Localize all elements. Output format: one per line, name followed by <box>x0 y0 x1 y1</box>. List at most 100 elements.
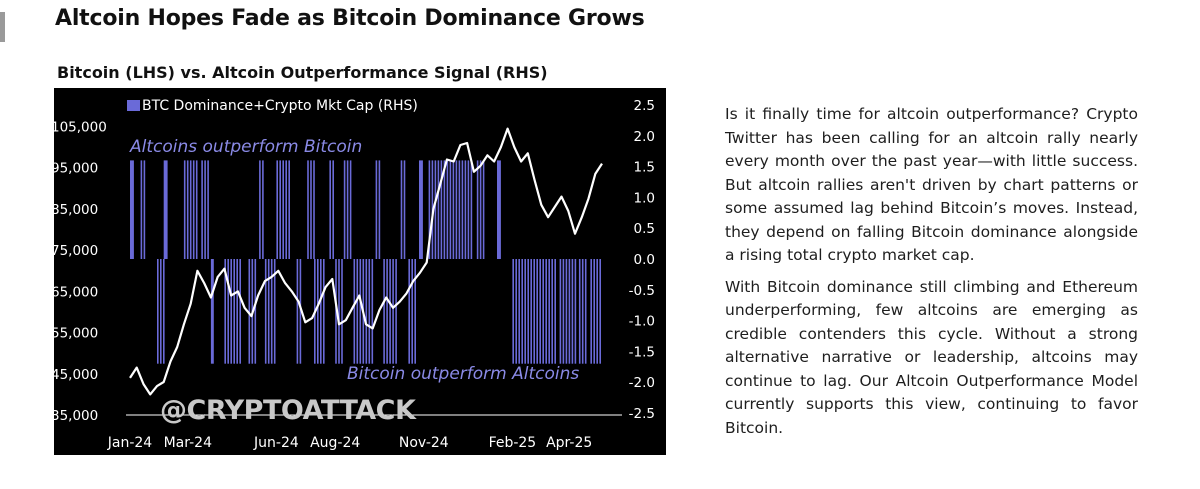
signal-bar <box>458 160 461 259</box>
signal-bar <box>267 259 270 364</box>
left-tick-label: 75,000 <box>54 243 98 259</box>
signal-bar <box>317 259 319 364</box>
signal-bar <box>338 259 340 364</box>
annotation-bottom: Bitcoin outperform Altcoins <box>347 364 579 384</box>
signal-bar <box>562 259 565 364</box>
legend-swatch <box>127 100 140 111</box>
signal-bar <box>279 160 281 259</box>
signal-bar <box>392 259 394 364</box>
signal-bar <box>395 259 397 364</box>
signal-bar <box>530 259 532 364</box>
signal-bar <box>551 259 553 364</box>
signal-bar <box>419 160 423 259</box>
signal-bar <box>449 160 452 259</box>
right-tick-label: 2.0 <box>634 129 655 145</box>
signal-bar <box>368 259 371 364</box>
signal-bar <box>408 259 410 364</box>
signal-bar <box>210 259 214 364</box>
left-axis-ticks: 105,000 95,000 85,000 75,000 65,000 55,000 45,… <box>51 120 107 425</box>
signal-bar <box>518 259 520 364</box>
signal-bar <box>270 259 273 364</box>
signal-bar <box>233 259 235 364</box>
chart-svg: 105,000 95,000 85,000 75,000 65,000 55,000 45,… <box>51 88 666 455</box>
signal-bar <box>378 160 381 259</box>
signal-bar <box>248 259 251 364</box>
signal-bar <box>375 160 378 259</box>
signal-bar <box>599 259 601 364</box>
signal-bar <box>285 160 287 259</box>
signal-bar <box>276 160 278 259</box>
signal-bar <box>186 160 189 259</box>
x-tick-label: Nov-24 <box>399 435 449 451</box>
bitcoin-price-line <box>129 127 603 396</box>
signal-bar <box>201 160 203 259</box>
signal-bar <box>536 259 538 364</box>
signal-bar <box>512 259 514 364</box>
right-axis-ticks: 2.5 2.0 1.5 1.0 0.5 0.0 -0.5 -1.0 -1.5 -2.0 -2.5 <box>629 98 655 422</box>
signal-bar <box>443 160 446 259</box>
x-axis-ticks: Jan-24 Mar-24 Jun-24 Aug-24 Nov-24 Feb-25 Apr-… <box>107 435 593 451</box>
signal-bar <box>464 160 467 259</box>
signal-bar <box>593 259 595 364</box>
x-tick-label: Aug-24 <box>310 435 360 451</box>
signal-bar <box>467 160 470 259</box>
chart-subtitle: Bitcoin (LHS) vs. Altcoin Outperformance… <box>57 63 548 82</box>
x-tick-label: Feb-25 <box>489 435 537 451</box>
signal-bar <box>224 259 226 364</box>
signal-bar <box>371 259 374 364</box>
signal-bar <box>403 160 406 259</box>
signal-bar <box>160 259 162 364</box>
signal-bar <box>452 160 455 259</box>
signal-bar <box>192 160 195 259</box>
signal-bar <box>365 259 368 364</box>
signal-bar <box>227 259 229 364</box>
signal-bar <box>323 259 325 364</box>
signal-bar <box>446 160 449 259</box>
signal-bar <box>565 259 568 364</box>
signal-bar <box>596 259 598 364</box>
left-tick-label: 95,000 <box>54 161 98 177</box>
left-tick-label: 55,000 <box>54 326 98 342</box>
signal-bar <box>346 160 349 259</box>
signal-bar <box>332 160 334 259</box>
signal-bar <box>282 160 284 259</box>
signal-bar <box>571 259 574 364</box>
signal-bar <box>574 259 577 364</box>
signal-bar <box>389 259 391 364</box>
signal-bar <box>329 160 331 259</box>
signal-bar <box>584 259 587 364</box>
signal-bar <box>527 259 529 364</box>
left-tick-label: 105,000 <box>54 120 107 136</box>
signal-bar <box>542 259 544 364</box>
right-tick-label: 1.0 <box>634 190 655 206</box>
signal-bar <box>548 259 550 364</box>
signal-bar <box>254 259 257 364</box>
signal-bar <box>524 259 526 364</box>
right-tick-label: 2.5 <box>634 98 655 114</box>
right-tick-label: -0.5 <box>629 283 655 299</box>
signal-bar <box>568 259 571 364</box>
left-tick-label: 45,000 <box>54 367 98 383</box>
signal-bar <box>411 259 413 364</box>
signal-bar <box>455 160 458 259</box>
right-tick-label: 1.5 <box>634 160 655 176</box>
left-tick-label: 85,000 <box>54 202 98 218</box>
left-accent-bar <box>0 12 5 42</box>
signal-bar <box>590 259 592 364</box>
signal-bar <box>204 160 206 259</box>
signal-bar <box>545 259 547 364</box>
right-tick-label: -1.5 <box>629 344 655 360</box>
signal-bar <box>533 259 535 364</box>
right-tick-label: -1.0 <box>629 314 655 330</box>
article-paragraph-2: With Bitcoin dominance still climbing an… <box>725 277 1138 437</box>
signal-bar <box>273 259 276 364</box>
x-tick-label: Mar-24 <box>164 435 212 451</box>
signal-bar <box>230 259 232 364</box>
signal-bar <box>581 259 584 364</box>
signal-bar <box>349 160 352 259</box>
chart-panel: 105,000 95,000 85,000 75,000 65,000 55,000 45,… <box>51 88 666 455</box>
right-tick-label: -2.0 <box>629 375 655 391</box>
right-tick-label: -2.5 <box>629 406 655 422</box>
signal-bar <box>239 259 241 364</box>
page-title: Altcoin Hopes Fade as Bitcoin Dominance … <box>55 6 645 31</box>
